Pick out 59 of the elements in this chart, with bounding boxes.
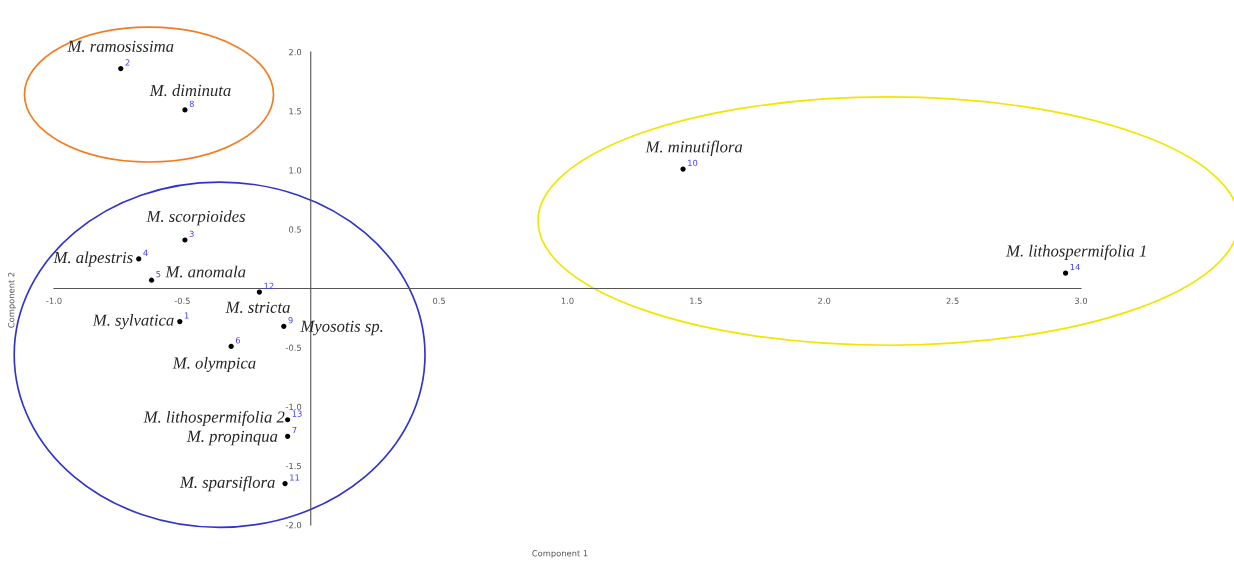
- annotation: M. ramosissima: [67, 40, 174, 52]
- x-tick-label: 1.0: [561, 297, 574, 304]
- point: [282, 481, 288, 487]
- annotation: 1: [184, 312, 189, 319]
- annotation: 12: [264, 282, 274, 289]
- y-axis-title: Component 2: [8, 272, 17, 328]
- point: [177, 319, 183, 325]
- point: [256, 289, 262, 295]
- x-axis-title: Component 1: [532, 550, 588, 559]
- y-tick-label: -2.0: [285, 521, 302, 529]
- annotation: M. olympica: [172, 356, 256, 373]
- point: [281, 323, 287, 329]
- annotation: M. sylvatica: [92, 314, 174, 330]
- y-tick-label: 0.5: [289, 226, 301, 233]
- x-tick-label: 3.0: [1075, 297, 1088, 304]
- annotation: 13: [292, 410, 302, 417]
- point: [680, 166, 686, 172]
- point: [118, 65, 124, 72]
- point: [182, 237, 188, 243]
- annotation: M. propinqua: [186, 430, 278, 446]
- point: [148, 277, 155, 283]
- y-tick-label: 1.0: [289, 167, 302, 174]
- y-tick-label: -0.5: [285, 344, 301, 351]
- annotation: 6: [235, 337, 241, 344]
- y-tick-label: 1.5: [289, 108, 301, 115]
- x-tick-label: 0.5: [433, 297, 446, 304]
- annotation: M. lithospermifolia 2: [143, 410, 285, 427]
- annotation: 2: [125, 59, 130, 66]
- point: [285, 433, 291, 439]
- point: [136, 256, 142, 262]
- annotation: 7: [292, 427, 297, 434]
- annotation: 5: [156, 271, 161, 278]
- annotation: M. anomala: [165, 265, 246, 278]
- annotation: M. sparsiflora: [179, 475, 275, 492]
- x-tick-label: 2.5: [946, 297, 959, 304]
- annotation: M. minutiflora: [645, 140, 743, 156]
- annotation: 3: [189, 230, 194, 238]
- x-tick-label: -1.0: [46, 297, 62, 304]
- point: [285, 417, 291, 423]
- x-tick-label: -0.5: [174, 297, 190, 304]
- point: [228, 343, 234, 350]
- annotation: M. scorpioides: [146, 210, 246, 226]
- annotation: 9: [288, 317, 293, 324]
- annotation: M. stricta: [225, 301, 290, 313]
- annotation: 11: [290, 474, 300, 481]
- y-tick-label: 2.0: [289, 48, 302, 56]
- y-tick-label: -1.0: [285, 403, 302, 411]
- x-tick-label: 2.0: [818, 297, 831, 304]
- point: [1063, 270, 1069, 276]
- y-tick-label: -1.5: [285, 462, 301, 470]
- annotation: M. lithospermifolia 1: [1005, 244, 1146, 260]
- point: [182, 107, 188, 113]
- annotation: 10: [688, 159, 698, 167]
- annotation: 8: [189, 100, 194, 107]
- annotation: M. diminuta: [149, 84, 231, 97]
- annotation: M. alpestris: [53, 251, 133, 267]
- x-tick-label: 1.5: [690, 297, 702, 304]
- annotation: 14: [1070, 263, 1080, 271]
- annotation: 4: [143, 249, 148, 256]
